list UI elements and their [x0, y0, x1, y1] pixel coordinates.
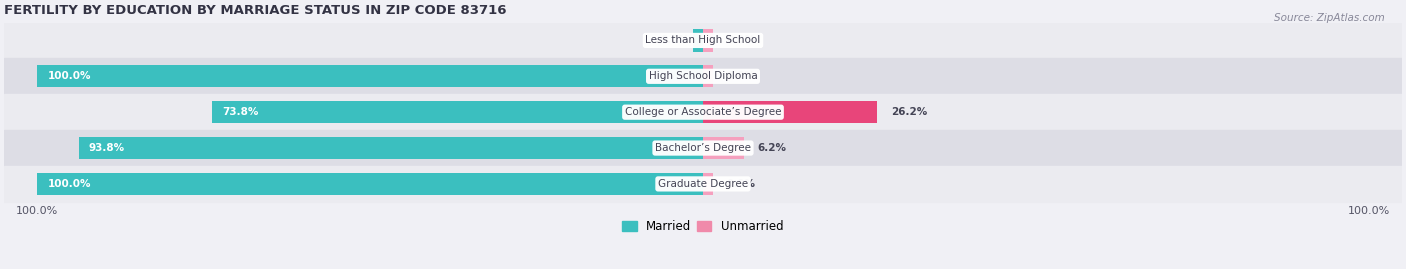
Text: College or Associate’s Degree: College or Associate’s Degree	[624, 107, 782, 117]
Text: 93.8%: 93.8%	[89, 143, 125, 153]
Bar	[703, 101, 877, 123]
Bar	[4, 23, 1402, 58]
Text: Bachelor’s Degree: Bachelor’s Degree	[655, 143, 751, 153]
Text: 26.2%: 26.2%	[890, 107, 927, 117]
Text: 0.0%: 0.0%	[661, 36, 690, 45]
Text: 73.8%: 73.8%	[222, 107, 259, 117]
Text: 0.0%: 0.0%	[727, 179, 755, 189]
Text: 0.0%: 0.0%	[727, 36, 755, 45]
Text: FERTILITY BY EDUCATION BY MARRIAGE STATUS IN ZIP CODE 83716: FERTILITY BY EDUCATION BY MARRIAGE STATU…	[4, 4, 506, 17]
Text: 100.0%: 100.0%	[48, 71, 91, 81]
Bar	[38, 65, 703, 87]
Text: Graduate Degree: Graduate Degree	[658, 179, 748, 189]
Text: 6.2%: 6.2%	[758, 143, 786, 153]
Bar	[4, 130, 1402, 166]
Text: Less than High School: Less than High School	[645, 36, 761, 45]
Bar	[693, 29, 703, 52]
Bar	[703, 29, 713, 52]
Bar	[4, 166, 1402, 202]
Bar	[703, 65, 713, 87]
Text: 0.0%: 0.0%	[727, 71, 755, 81]
Bar	[38, 173, 703, 195]
Bar	[703, 173, 713, 195]
Bar	[703, 137, 744, 159]
Bar	[212, 101, 703, 123]
Text: 100.0%: 100.0%	[48, 179, 91, 189]
Bar	[79, 137, 703, 159]
Text: Source: ZipAtlas.com: Source: ZipAtlas.com	[1274, 13, 1385, 23]
Text: High School Diploma: High School Diploma	[648, 71, 758, 81]
Bar	[4, 58, 1402, 94]
Legend: Married, Unmarried: Married, Unmarried	[617, 215, 789, 238]
Bar	[4, 94, 1402, 130]
